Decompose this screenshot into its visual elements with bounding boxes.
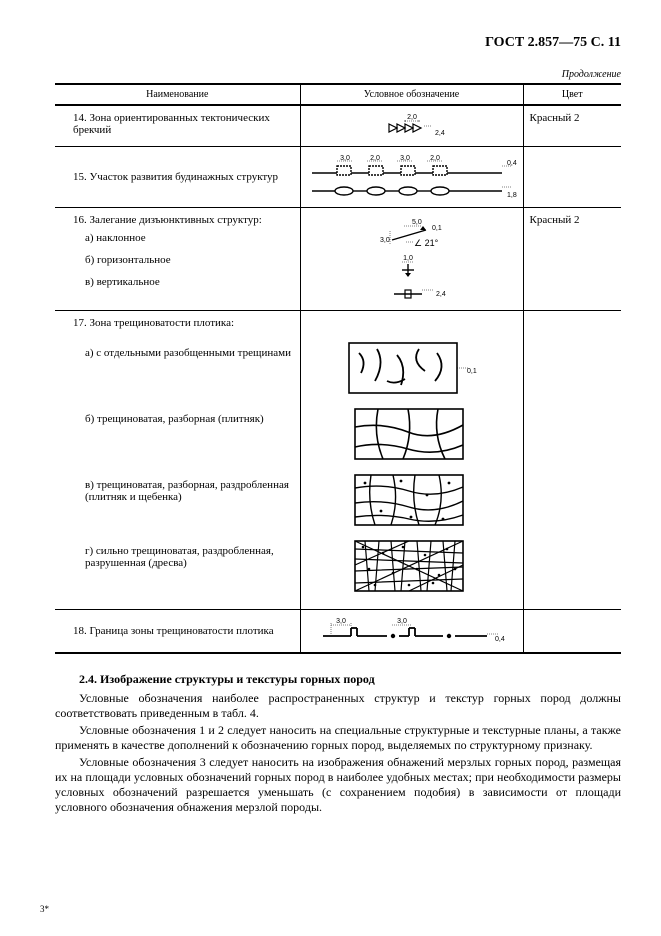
row17b-label: б) трещиноватая, разборная (плитняк) — [61, 413, 294, 425]
svg-text:5,0: 5,0 — [412, 219, 422, 226]
table-row: 18. Граница зоны трещиноватости плотика … — [55, 610, 621, 654]
row18-color — [523, 610, 621, 654]
symbol-fracture-boundary-icon: 3,0 3,0 — [317, 616, 507, 646]
svg-text:2,4: 2,4 — [436, 291, 446, 298]
symbol-disjunctive-icon: 5,0 0,1 3,0 ∠ 21° 1,0 — [352, 214, 472, 304]
symbol-fracture-a-icon: 0,1 — [347, 341, 477, 395]
row17c-label: в) трещиноватая, разборная, раздробленна… — [61, 479, 294, 503]
section-title: 2.4. Изображение структуры и текстуры го… — [79, 672, 621, 687]
row18-label: 18. Граница зоны трещиноватости плотика — [61, 625, 294, 637]
row16-color: Красный 2 — [523, 208, 621, 311]
table-row: а) с отдельными разобщенными трещинами 0… — [55, 335, 621, 401]
svg-text:0,1: 0,1 — [432, 225, 442, 232]
para-2: Условные обозначения 1 и 2 следует нанос… — [55, 723, 621, 753]
para-1: Условные обозначения наиболее распростра… — [55, 691, 621, 721]
footnote: 3* — [40, 904, 49, 914]
svg-text:1,0: 1,0 — [403, 255, 413, 262]
symbols-table: Наименование Условное обозначение Цвет 1… — [55, 83, 621, 654]
svg-text:1,8: 1,8 — [507, 192, 517, 199]
row17d-label: г) сильно трещиноватая, раздробленная, р… — [61, 545, 294, 569]
symbol-fracture-c-icon — [353, 473, 471, 527]
table-row: 17. Зона трещиноватости плотика: — [55, 311, 621, 336]
symbol-fracture-d-icon — [353, 539, 471, 593]
row17a-label: а) с отдельными разобщенными трещинами — [61, 347, 294, 359]
col-header-symbol: Условное обозначение — [300, 84, 523, 105]
svg-text:3,0: 3,0 — [336, 618, 346, 625]
table-row: 15. Участок развития будинажных структур… — [55, 147, 621, 208]
symbol-boudinage-icon: 3,0 2,0 3,0 2,0 — [307, 153, 517, 201]
row15-label: 15. Участок развития будинажных структур — [61, 171, 294, 183]
svg-text:3,0: 3,0 — [397, 618, 407, 625]
svg-text:∠ 21°: ∠ 21° — [414, 238, 439, 248]
table-row: 16. Залегание дизъюнктивных структур: а)… — [55, 208, 621, 311]
row14-label: 14. Зона ориентированных тектонических б… — [61, 112, 294, 136]
svg-text:0,1: 0,1 — [467, 368, 477, 375]
svg-text:0,4: 0,4 — [507, 160, 517, 167]
svg-text:2,0: 2,0 — [407, 114, 417, 121]
table-header-row: Наименование Условное обозначение Цвет — [55, 84, 621, 105]
table-row: в) трещиноватая, разборная, раздробленна… — [55, 467, 621, 533]
row17-label: 17. Зона трещиноватости плотика: — [61, 317, 294, 329]
symbol-breccia-icon: 2,0 2,4 — [377, 112, 447, 140]
table-row: б) трещиноватая, разборная (плитняк) — [55, 401, 621, 467]
col-header-color: Цвет — [523, 84, 621, 105]
symbol-fracture-b-icon — [353, 407, 471, 461]
para-3: Условные обозначения 3 следует наносить … — [55, 755, 621, 815]
doc-header: ГОСТ 2.857—75 С. 11 — [55, 35, 621, 51]
row16-label: 16. Залегание дизъюнктивных структур: — [61, 214, 294, 226]
row14-color: Красный 2 — [523, 105, 621, 147]
col-header-name: Наименование — [55, 84, 300, 105]
row16a-label: а) наклонное — [61, 232, 294, 244]
svg-text:3,0: 3,0 — [380, 237, 390, 244]
svg-text:2,4: 2,4 — [435, 130, 445, 137]
continuation-label: Продолжение — [55, 69, 621, 80]
page: ГОСТ 2.857—75 С. 11 Продолжение Наименов… — [0, 0, 661, 936]
row15-color — [523, 147, 621, 208]
row16c-label: в) вертикальное — [61, 276, 294, 288]
svg-text:0,4: 0,4 — [495, 636, 505, 643]
row16b-label: б) горизонтальное — [61, 254, 294, 266]
table-row: г) сильно трещиноватая, раздробленная, р… — [55, 533, 621, 610]
table-row: 14. Зона ориентированных тектонических б… — [55, 105, 621, 147]
